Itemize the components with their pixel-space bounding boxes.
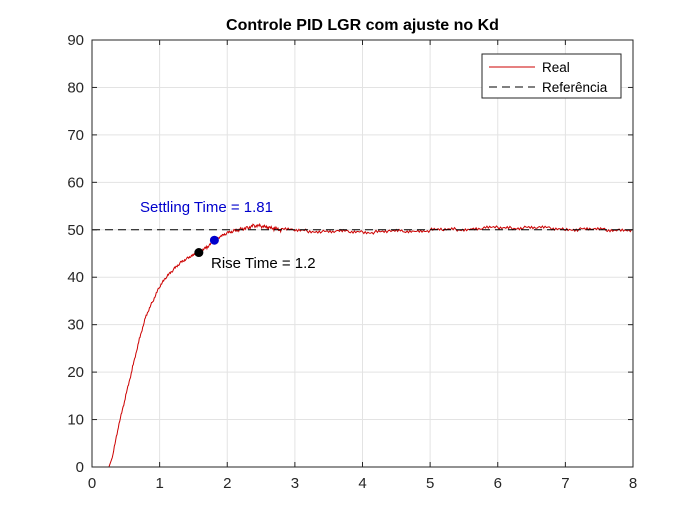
- annotation-label: Rise Time = 1.2: [211, 255, 316, 272]
- y-tick-label: 80: [67, 79, 84, 96]
- legend: Real Referência: [481, 53, 622, 99]
- x-tick-label: 0: [88, 475, 96, 492]
- x-tick-label: 6: [494, 475, 502, 492]
- x-tick-label: 3: [291, 475, 299, 492]
- y-tick-label: 30: [67, 317, 84, 334]
- annotation-label: Settling Time = 1.81: [140, 199, 273, 216]
- y-tick-label: 0: [76, 459, 84, 476]
- y-tick-label: 40: [67, 269, 84, 286]
- y-tick-label: 10: [67, 412, 84, 429]
- y-tick-label: 50: [67, 222, 84, 239]
- series-line-real: [92, 222, 634, 468]
- chart-title: Controle PID LGR com ajuste no Kd: [226, 17, 499, 34]
- legend-box: [481, 53, 622, 99]
- x-tick-label: 5: [426, 475, 434, 492]
- x-tick-label: 2: [223, 475, 231, 492]
- legend-label: Referência: [542, 80, 608, 95]
- y-tick-label: 90: [67, 32, 84, 49]
- annotation-marker: [209, 235, 219, 245]
- x-tick-label: 7: [561, 475, 569, 492]
- x-tick-label: 4: [358, 475, 366, 492]
- annotation-marker: [194, 248, 204, 258]
- y-tick-label: 60: [67, 174, 84, 191]
- y-tick-label: 70: [67, 127, 84, 144]
- y-tick-label: 20: [67, 364, 84, 381]
- x-tick-label: 8: [629, 475, 637, 492]
- x-tick-label: 1: [155, 475, 163, 492]
- legend-label: Real: [542, 60, 570, 75]
